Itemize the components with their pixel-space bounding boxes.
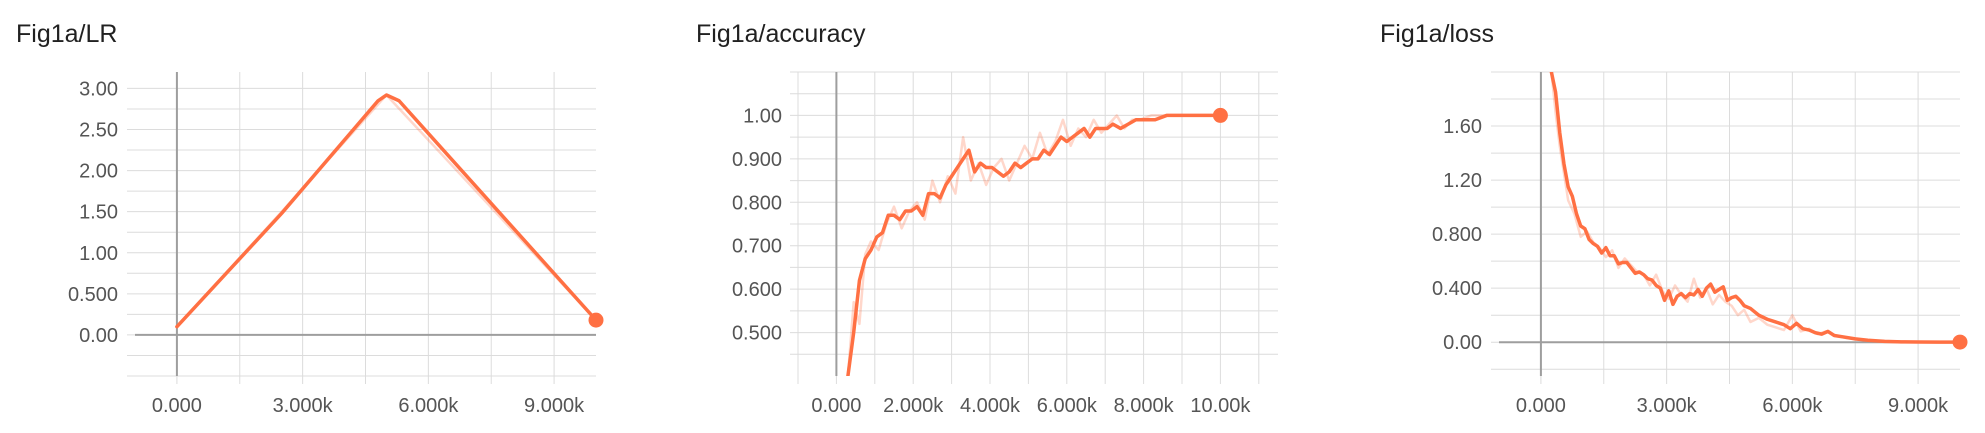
y-tick-label: 0.00 [79,325,118,347]
y-tick-label: 1.60 [1443,116,1482,138]
smoothed-series-line [846,113,1223,376]
chart-panel-lr: Fig1a/LR 0.000 3.000k 6.000k 9.000k 0.00 0.50… [0,0,640,433]
loss-chart: 0.000 3.000k 6.000k 9.000k 0.00 0.400 0.800 1.2… [1432,71,1968,417]
x-tick-label: 0.000 [811,395,861,417]
y-tick-label: 1.00 [743,105,782,127]
y-tick-label: 0.00 [1443,332,1482,354]
grid [1491,71,1960,384]
y-tick-label: 0.800 [732,192,782,214]
grid [790,71,1278,384]
last-point-marker [588,312,604,328]
x-tick-label: 6.000k [1762,395,1823,417]
y-tick-label: 3.00 [79,78,118,100]
x-tick-label: 6.000k [398,395,459,417]
x-tick-label: 3.000k [273,395,334,417]
x-tick-label: 0.000 [1516,395,1566,417]
chart-panel-loss: Fig1a/loss 0.000 3.000k 6.000k 9.000k 0.00 0.… [1364,0,1984,433]
chart-panel-accuracy: Fig1a/accuracy 0.000 2.000k 4.000k 6.000k 8.… [680,0,1320,433]
x-tick-label: 0.000 [152,395,202,417]
accuracy-chart: 0.000 2.000k 4.000k 6.000k 8.000k 10.00k 0.500… [732,71,1278,417]
smoothed-series-line [175,93,596,329]
x-tick-label: 2.000k [883,395,944,417]
last-point-marker [1212,107,1228,123]
raw-series-line [846,114,1221,376]
x-tick-label: 9.000k [1888,395,1949,417]
series [846,113,1223,376]
y-tick-label: 1.00 [79,243,118,265]
smoothed-series-line [1549,72,1960,344]
y-tick-label: 1.50 [79,202,118,224]
y-tick-label: 0.900 [732,149,782,171]
x-tick-label: 8.000k [1114,395,1175,417]
x-tick-label: 9.000k [524,395,585,417]
series [175,93,596,329]
chart-title: Fig1a/loss [1380,20,1494,48]
x-tick-label: 10.00k [1190,395,1251,417]
y-tick-label: 2.50 [79,120,118,142]
x-tick-label: 4.000k [960,395,1021,417]
y-tick-label: 0.800 [1432,224,1482,246]
y-tick-label: 0.500 [732,323,782,345]
y-tick-label: 0.500 [68,284,118,306]
chart-title: Fig1a/LR [16,20,118,48]
last-point-marker [1952,334,1968,350]
y-tick-label: 0.600 [732,279,782,301]
x-tick-label: 6.000k [1037,395,1098,417]
y-tick-label: 2.00 [79,161,118,183]
lr-chart: 0.000 3.000k 6.000k 9.000k 0.00 0.500 1.00 1.50… [68,72,604,417]
series [1549,72,1960,344]
chart-title: Fig1a/accuracy [696,20,866,48]
y-tick-label: 0.700 [732,236,782,258]
y-tick-label: 1.20 [1443,170,1482,192]
x-tick-label: 3.000k [1637,395,1698,417]
y-tick-label: 0.400 [1432,278,1482,300]
